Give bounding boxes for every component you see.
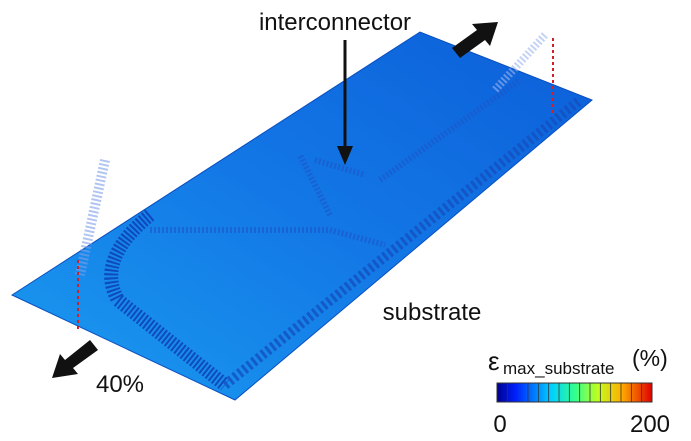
- colorbar-min: 0: [493, 411, 506, 438]
- colorbar-symbol: ε: [488, 346, 500, 376]
- stretch-arrow-left: [52, 340, 98, 378]
- label-strain: 40%: [96, 371, 144, 398]
- figure: interconnector substrate 40% ε max_subst…: [0, 0, 691, 441]
- label-interconnector: interconnector: [259, 9, 411, 36]
- colorbar-subscript: max_substrate: [503, 359, 615, 378]
- colorbar: [497, 383, 652, 402]
- label-substrate: substrate: [383, 299, 482, 326]
- colorbar-unit: (%): [632, 345, 668, 371]
- substrate-plate: [12, 32, 592, 400]
- stretch-arrow-right: [452, 22, 498, 58]
- colorbar-max: 200: [630, 411, 670, 438]
